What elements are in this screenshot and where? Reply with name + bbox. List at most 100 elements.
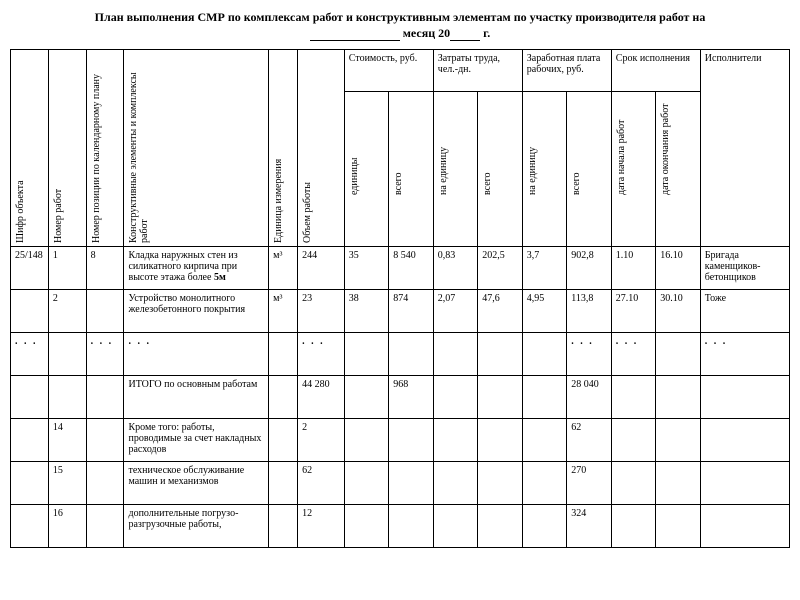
- table-cell: [269, 376, 298, 419]
- table-cell: . . .: [700, 333, 789, 376]
- table-cell: 15: [48, 462, 86, 505]
- table-cell: [522, 505, 567, 548]
- table-row: 14Кроме того: работы, проводимые за счет…: [11, 419, 790, 462]
- table-cell: 1.10: [611, 247, 656, 290]
- table-cell: 324: [567, 505, 612, 548]
- table-row: 25/14818Кладка наружных стен из силикатн…: [11, 247, 790, 290]
- table-cell: 38: [344, 290, 389, 333]
- table-cell: . . .: [124, 333, 269, 376]
- col-objem: Объем работы: [302, 53, 313, 243]
- col-zatraty: Затраты труда, чел.-дн.: [433, 50, 522, 92]
- col-stoimost: Стоимость, руб.: [344, 50, 433, 92]
- table-cell: [700, 505, 789, 548]
- table-cell: 1: [48, 247, 86, 290]
- table-cell: [433, 462, 478, 505]
- table-cell: [656, 333, 701, 376]
- plan-table: Шифр объекта Номер работ Номер позиции п…: [10, 49, 790, 548]
- table-cell: 968: [389, 376, 434, 419]
- table-cell: дополнительные погрузо-разгрузочные рабо…: [124, 505, 269, 548]
- table-cell: [478, 505, 523, 548]
- table-cell: [522, 419, 567, 462]
- table-cell: 62: [567, 419, 612, 462]
- table-cell: 2: [48, 290, 86, 333]
- table-cell: [433, 419, 478, 462]
- table-cell: [478, 333, 523, 376]
- table-cell: [478, 462, 523, 505]
- table-cell: [522, 333, 567, 376]
- table-cell: 0,83: [433, 247, 478, 290]
- table-cell: . . .: [298, 333, 345, 376]
- table-cell: [11, 376, 49, 419]
- table-cell: [269, 333, 298, 376]
- table-row: 16 дополнительные погрузо-разгрузочные ра…: [11, 505, 790, 548]
- table-cell: [48, 333, 86, 376]
- table-cell: техническое обслуживание машин и механиз…: [124, 462, 269, 505]
- subcol-data-okon: дата окончания работ: [660, 95, 671, 195]
- table-cell: 202,5: [478, 247, 523, 290]
- table-cell: [48, 376, 86, 419]
- subcol-vsego3: всего: [571, 95, 582, 195]
- table-cell: 25/148: [11, 247, 49, 290]
- table-cell: [86, 505, 124, 548]
- table-row: 15 техническое обслуживание машин и механ…: [11, 462, 790, 505]
- table-cell: [611, 505, 656, 548]
- title-line1: План выполнения СМР по комплексам работ …: [95, 10, 706, 24]
- table-cell: [700, 462, 789, 505]
- table-row: 2Устройство монолитного железобетонного …: [11, 290, 790, 333]
- table-cell: 16: [48, 505, 86, 548]
- table-cell: [433, 505, 478, 548]
- table-cell: [433, 333, 478, 376]
- table-cell: 27.10: [611, 290, 656, 333]
- table-cell: [656, 376, 701, 419]
- table-cell: [269, 462, 298, 505]
- table-cell: 28 040: [567, 376, 612, 419]
- table-cell: [344, 376, 389, 419]
- title-post: г.: [480, 26, 490, 40]
- table-cell: [656, 419, 701, 462]
- table-cell: [656, 462, 701, 505]
- table-cell: [269, 505, 298, 548]
- table-body: 25/14818Кладка наружных стен из силикатн…: [11, 247, 790, 548]
- subcol-vsego1: всего: [393, 95, 404, 195]
- table-cell: Бригада каменщиков-бетонщиков: [700, 247, 789, 290]
- table-cell: . . .: [567, 333, 612, 376]
- table-cell: м³: [269, 290, 298, 333]
- table-cell: [11, 462, 49, 505]
- table-cell: [344, 419, 389, 462]
- table-cell: 113,8: [567, 290, 612, 333]
- table-cell: [344, 505, 389, 548]
- table-cell: [478, 419, 523, 462]
- table-cell: . . .: [11, 333, 49, 376]
- table-cell: [656, 505, 701, 548]
- table-cell: [86, 419, 124, 462]
- subcol-na-ed1: на единицу: [438, 95, 449, 195]
- subcol-na-ed2: на единицу: [527, 95, 538, 195]
- col-edinitsa: Единица измерения: [273, 53, 284, 243]
- table-cell: 244: [298, 247, 345, 290]
- table-cell: 8: [86, 247, 124, 290]
- title-mid: месяц 20: [400, 26, 450, 40]
- table-cell: [433, 376, 478, 419]
- table-cell: . . .: [86, 333, 124, 376]
- col-srok: Срок исполнения: [611, 50, 700, 92]
- table-cell: [86, 376, 124, 419]
- table-cell: Тоже: [700, 290, 789, 333]
- table-cell: [11, 505, 49, 548]
- table-cell: Кладка наружных стен из силикатного кирп…: [124, 247, 269, 290]
- table-cell: [611, 462, 656, 505]
- table-cell: [11, 290, 49, 333]
- table-cell: [522, 462, 567, 505]
- col-nomer-poz: Номер позиции по календарному плану: [91, 53, 102, 243]
- table-cell: [611, 376, 656, 419]
- table-cell: [86, 290, 124, 333]
- table-cell: 62: [298, 462, 345, 505]
- col-shifr: Шифр объекта: [15, 53, 26, 243]
- header-row-1: Шифр объекта Номер работ Номер позиции п…: [11, 50, 790, 92]
- table-cell: [11, 419, 49, 462]
- table-cell: м³: [269, 247, 298, 290]
- table-cell: 23: [298, 290, 345, 333]
- table-cell: 3,7: [522, 247, 567, 290]
- table-cell: [344, 333, 389, 376]
- table-cell: 8 540: [389, 247, 434, 290]
- col-zarplata: Заработная плата рабочих, руб.: [522, 50, 611, 92]
